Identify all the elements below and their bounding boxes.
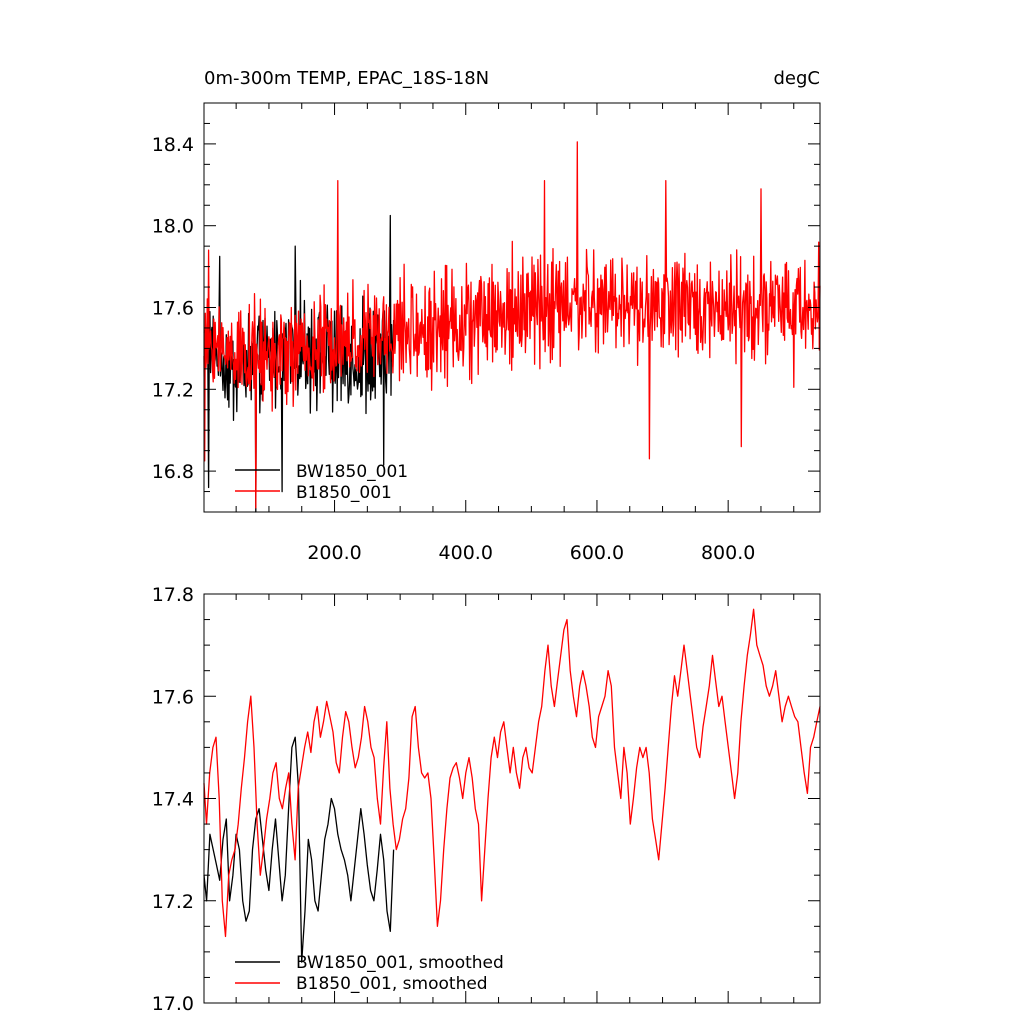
- top-legend: BW1850_001 B1850_001: [235, 462, 408, 503]
- top-series-bw1850-line: [203, 214, 395, 513]
- units-label: degC: [774, 68, 821, 89]
- bottom-legend: BW1850_001, smoothed B1850_001, smoothed: [235, 953, 504, 994]
- top-series-b1850-line: [203, 141, 821, 509]
- bottom-ticks-layer: 17.0 17.2 17.4 17.6 17.8: [152, 584, 820, 1015]
- bottom-legend-label-b: B1850_001, smoothed: [296, 974, 488, 994]
- top-y-tick-label: 18.4: [152, 134, 194, 156]
- top-y-tick-label: 17.6: [152, 298, 194, 320]
- bottom-series-layer: [203, 608, 821, 963]
- top-legend-label-b: B1850_001: [296, 483, 392, 503]
- top-ticks-layer: 16.8 17.2 17.6 18.0 18.4 200.0 400.0 600.0 800.0: [152, 102, 820, 564]
- top-y-tick-label: 18.0: [152, 216, 194, 238]
- top-x-tick-label: 200.0: [307, 542, 361, 564]
- bottom-plot-frame: [203, 593, 821, 1004]
- bottom-y-tick-label: 17.4: [152, 789, 194, 811]
- bottom-series-b1850-line: [203, 608, 821, 938]
- top-x-tick-label: 800.0: [701, 542, 755, 564]
- bottom-y-tick-label: 17.6: [152, 686, 194, 708]
- top-series-layer: [203, 141, 821, 513]
- top-y-tick-label: 17.2: [152, 379, 194, 401]
- bottom-y-tick-label: 17.0: [152, 993, 194, 1015]
- bottom-y-tick-label: 17.2: [152, 891, 194, 913]
- top-x-tick-label: 400.0: [439, 542, 493, 564]
- top-panel: 0m-300m TEMP, EPAC_18S-18N degC 16.8 17.2…: [152, 68, 821, 564]
- top-y-tick-label: 16.8: [152, 461, 194, 483]
- bottom-panel: 17.0 17.2 17.4 17.6 17.8 BW1850_001, smoothe…: [152, 584, 821, 1015]
- top-x-tick-label: 600.0: [570, 542, 624, 564]
- chart-title: 0m-300m TEMP, EPAC_18S-18N: [204, 68, 489, 89]
- bottom-legend-label-bw: BW1850_001, smoothed: [296, 953, 504, 973]
- bottom-y-tick-label: 17.8: [152, 584, 194, 606]
- top-plot-frame: [203, 102, 821, 513]
- top-legend-label-bw: BW1850_001: [296, 462, 408, 482]
